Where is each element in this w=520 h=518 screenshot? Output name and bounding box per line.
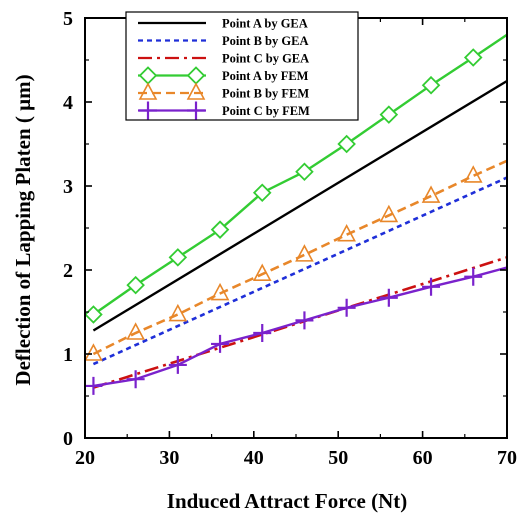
data-point [421,185,441,203]
data-point [379,204,399,223]
series-2 [92,176,508,366]
data-point [421,75,441,95]
x-tick-label: 30 [159,447,179,469]
x-tick-label: 60 [413,447,433,469]
data-point [422,277,441,296]
x-tick-label: 40 [244,447,264,469]
series-5 [84,159,508,361]
data-point [295,311,314,330]
y-tick-label: 0 [63,428,73,450]
data-point [379,288,398,307]
data-point [379,105,399,124]
series-line [92,159,508,356]
legend-item: Point C by FEM [138,101,310,120]
series-line [92,176,508,366]
legend-item: Point B by FEM [138,82,309,101]
data-point [84,305,103,324]
series-line [92,79,508,332]
data-point [126,275,145,295]
legend-marker [186,82,206,100]
data-point [168,248,188,267]
legend-item: Point A by GEA [138,17,308,31]
legend-label: Point B by GEA [222,34,308,48]
x-tick-label: 70 [497,447,517,469]
legend-marker [139,101,157,120]
data-point [84,376,103,395]
x-tick-label: 20 [75,447,95,469]
x-tick-label: 50 [328,447,348,469]
data-point [252,183,272,202]
series-6 [84,266,508,395]
legend-marker [138,82,158,100]
data-point [295,162,314,181]
legend-label: Point C by GEA [222,52,309,66]
legend-label: Point B by FEM [222,87,309,101]
data-point [210,282,230,301]
data-point [126,322,145,340]
legend: Point A by GEA Point B by GEA Point C by G… [125,11,359,121]
data-point [210,220,230,239]
y-tick-label: 5 [63,8,73,30]
y-axis-title: Deflection of Lapping Platen ( μm) [11,74,35,385]
legend-item: Point A by FEM [138,66,309,85]
legend-item: Point C by GEA [138,52,309,66]
legend-box [125,11,359,121]
data-point [337,134,356,154]
x-axis-title: Induced Attract Force (Nt) [167,489,407,513]
data-point [253,324,272,342]
y-tick-label: 2 [63,260,73,282]
y-tick-label: 1 [63,344,73,366]
data-point [337,224,356,242]
legend-item: Point B by GEA [138,34,308,48]
legend-label: Point A by FEM [222,69,309,83]
data-point [84,343,103,361]
data-point [252,263,272,282]
data-point [168,355,187,374]
data-point [168,303,188,322]
series-1 [92,79,508,332]
y-tick-label: 3 [63,176,73,198]
series-4 [84,33,508,324]
data-point [126,370,145,389]
legend-label: Point C by FEM [222,104,310,118]
data-point [464,267,483,286]
legend-label: Point A by GEA [222,17,308,31]
data-point [211,334,230,353]
data-point [463,48,483,67]
y-tick-label: 4 [63,92,73,114]
data-point [337,298,356,317]
plot-area [84,33,508,395]
legend-marker [187,101,205,120]
data-point [295,244,314,262]
data-point [463,165,483,183]
